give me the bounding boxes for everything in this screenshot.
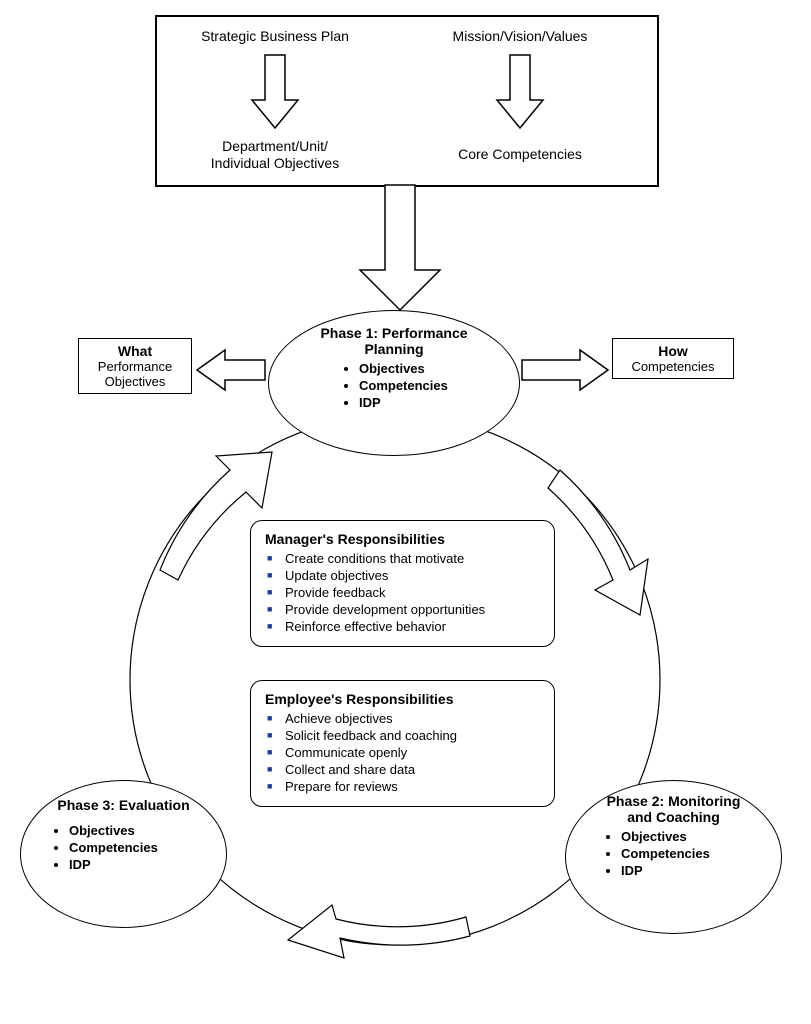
list-item: Competencies bbox=[69, 840, 226, 855]
list-item: Provide feedback bbox=[285, 585, 540, 600]
phase2-title-l2: and Coaching bbox=[627, 809, 720, 825]
core-competencies-label: Core Competencies bbox=[430, 146, 610, 162]
phase3-list: Objectives Competencies IDP bbox=[21, 823, 226, 872]
employee-title: Employee's Responsibilities bbox=[265, 691, 540, 707]
list-item: Prepare for reviews bbox=[285, 779, 540, 794]
what-sub1: Performance bbox=[85, 359, 185, 374]
employee-list: Achieve objectives Solicit feedback and … bbox=[265, 711, 540, 794]
manager-title: Manager's Responsibilities bbox=[265, 531, 540, 547]
list-item: IDP bbox=[69, 857, 226, 872]
list-item: IDP bbox=[621, 863, 781, 878]
phase1-list: Objectives Competencies IDP bbox=[269, 361, 519, 410]
dept-unit-label: Department/Unit/ Individual Objectives bbox=[185, 138, 365, 172]
phase2-title: Phase 2: Monitoring and Coaching bbox=[566, 793, 781, 825]
list-item: Reinforce effective behavior bbox=[285, 619, 540, 634]
how-sub: Competencies bbox=[619, 359, 727, 374]
manager-resp-box: Manager's Responsibilities Create condit… bbox=[250, 520, 555, 647]
what-sub2: Objectives bbox=[85, 374, 185, 389]
list-item: Objectives bbox=[621, 829, 781, 844]
dept-line1: Department/Unit/ bbox=[222, 138, 328, 154]
cycle-arrow-icon bbox=[548, 470, 648, 615]
phase1-title-l2: Planning bbox=[364, 341, 423, 357]
phase1-ellipse: Phase 1: Performance Planning Objectives… bbox=[268, 310, 520, 456]
what-title: What bbox=[85, 343, 185, 359]
phase3-ellipse: Phase 3: Evaluation Objectives Competenc… bbox=[20, 780, 227, 928]
list-item: Solicit feedback and coaching bbox=[285, 728, 540, 743]
list-item: Competencies bbox=[621, 846, 781, 861]
list-item: Objectives bbox=[69, 823, 226, 838]
list-item: Collect and share data bbox=[285, 762, 540, 777]
list-item: IDP bbox=[359, 395, 519, 410]
strategic-plan-label: Strategic Business Plan bbox=[185, 28, 365, 44]
what-box: What Performance Objectives bbox=[78, 338, 192, 394]
phase1-title: Phase 1: Performance Planning bbox=[269, 325, 519, 357]
phase3-title: Phase 3: Evaluation bbox=[21, 797, 226, 813]
right-arrow-icon bbox=[522, 350, 608, 390]
list-item: Competencies bbox=[359, 378, 519, 393]
dept-line2: Individual Objectives bbox=[211, 155, 339, 171]
phase1-title-l1: Phase 1: Performance bbox=[320, 325, 467, 341]
phase2-title-l1: Phase 2: Monitoring bbox=[607, 793, 741, 809]
employee-resp-box: Employee's Responsibilities Achieve obje… bbox=[250, 680, 555, 807]
down-arrow-icon bbox=[360, 185, 440, 310]
how-box: How Competencies bbox=[612, 338, 734, 379]
left-arrow-icon bbox=[197, 350, 265, 390]
list-item: Update objectives bbox=[285, 568, 540, 583]
manager-list: Create conditions that motivate Update o… bbox=[265, 551, 540, 634]
list-item: Create conditions that motivate bbox=[285, 551, 540, 566]
cycle-arrow-icon bbox=[288, 905, 470, 958]
phase2-ellipse: Phase 2: Monitoring and Coaching Objecti… bbox=[565, 780, 782, 934]
list-item: Communicate openly bbox=[285, 745, 540, 760]
list-item: Achieve objectives bbox=[285, 711, 540, 726]
list-item: Objectives bbox=[359, 361, 519, 376]
mission-vision-label: Mission/Vision/Values bbox=[430, 28, 610, 44]
phase2-list: Objectives Competencies IDP bbox=[566, 829, 781, 878]
how-title: How bbox=[619, 343, 727, 359]
list-item: Provide development opportunities bbox=[285, 602, 540, 617]
